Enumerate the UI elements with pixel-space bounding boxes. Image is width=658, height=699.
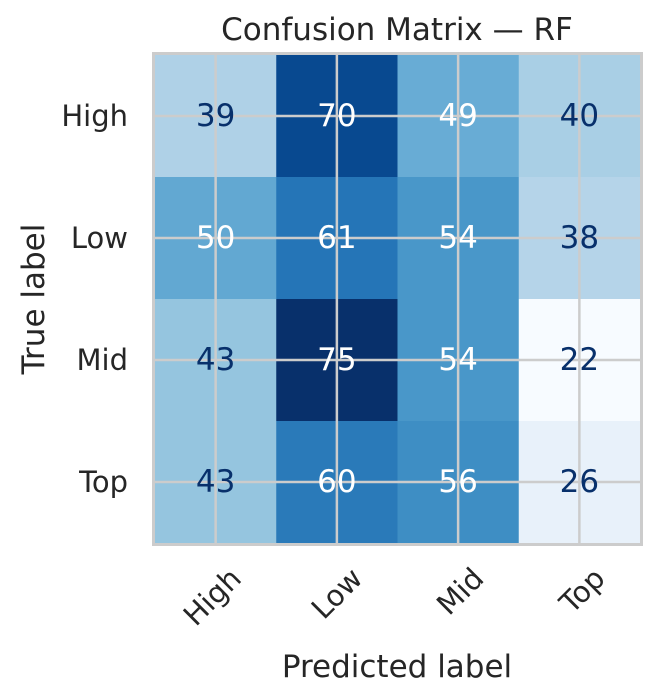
cell-value-r0-c1: 70 [317,98,356,134]
x-tick-label-high: High [177,561,248,632]
cell-value-r1-c3: 38 [560,220,599,256]
cell-value-r2-c2: 54 [438,342,477,378]
x-tick-label-top: Top [552,561,611,620]
cell-value-r3-c2: 56 [438,464,477,500]
cell-value-labels: 39 70 49 40 50 61 54 38 43 75 54 22 43 60 56 26 [196,98,599,500]
y-tick-labels: High Low Mid Top [61,99,128,499]
cell-value-r0-c0: 39 [196,98,235,134]
cell-value-r1-c2: 54 [438,220,477,256]
cell-value-r3-c0: 43 [196,464,235,500]
y-tick-label-high: High [61,99,128,133]
y-tick-label-low: Low [71,221,128,255]
y-tick-label-top: Top [78,465,128,499]
cell-value-r1-c0: 50 [196,220,235,256]
x-tick-label-mid: Mid [430,561,490,621]
cell-value-r0-c2: 49 [438,98,477,134]
x-tick-labels: High Low Mid Top [177,561,612,632]
plot-frame [152,52,643,546]
cell-value-r2-c0: 43 [196,342,235,378]
cell-value-r2-c1: 75 [317,342,356,378]
grid-lines [155,55,640,543]
cell-value-r0-c3: 40 [560,98,599,134]
chart-title: Confusion Matrix — RF [221,12,573,48]
cell-value-r3-c3: 26 [560,464,599,500]
cell-value-r2-c3: 22 [560,342,599,378]
cell-value-r1-c1: 61 [317,220,356,256]
y-tick-label-mid: Mid [77,343,129,377]
x-axis-label: Predicted label [282,649,512,685]
y-axis-label: True label [16,224,52,376]
x-tick-label-low: Low [305,561,369,625]
cell-value-r3-c1: 60 [317,464,356,500]
